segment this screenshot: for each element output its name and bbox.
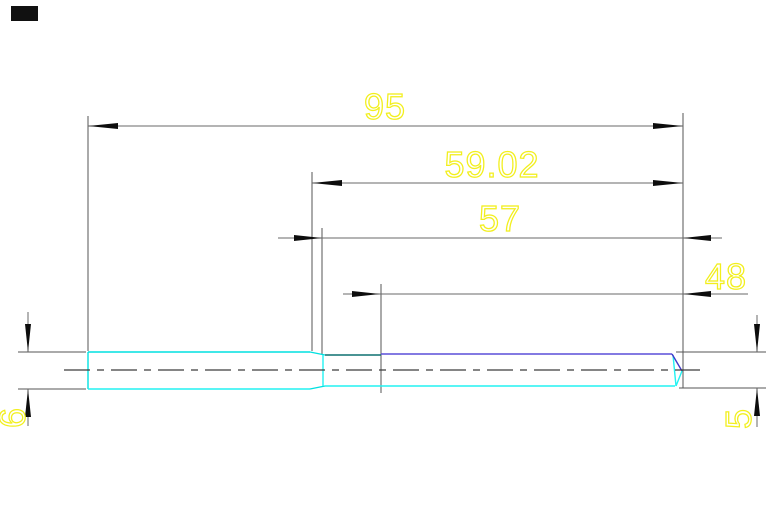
dim-48-arrow-left [352,291,380,297]
dim-48-arrow-right [683,291,711,297]
extension-lines [18,113,766,393]
dimension-5[interactable]: 5 [717,315,760,430]
dim-5-arrow-down [754,324,760,352]
dim-6-text[interactable]: 6 [0,406,34,428]
shaft-step-chamfer-top [309,351,326,356]
dim-48-text[interactable]: 48 [704,255,747,297]
dim-5-text[interactable]: 5 [717,407,759,429]
shaft-outline[interactable] [87,351,683,390]
shaft-end-face [672,354,677,387]
dimension-57[interactable]: 57 [278,197,722,241]
dimension-59-02[interactable]: 59.02 [312,143,683,186]
dim-95-arrow-left [88,123,118,129]
dim-95-arrow-right [653,123,683,129]
dim-6-arrow-up [25,389,31,417]
dim-6-arrow-down [25,324,31,352]
dim-95-text[interactable]: 95 [363,85,406,127]
dim-5-arrow-up [754,388,760,416]
dimension-6[interactable]: 6 [0,312,34,429]
cursor-block [11,6,38,21]
shaft-cone-bottom-edge [675,370,683,387]
dim-57-arrow-right [683,235,711,241]
dim-5902-arrow-left [312,180,342,186]
shaft-cone-top-edge [671,353,683,372]
dim-5902-text[interactable]: 59.02 [444,143,539,185]
shaft-step-chamfer-bottom [309,385,326,390]
dim-57-arrow-left [294,235,322,241]
dimension-48[interactable]: 48 [343,255,748,298]
dimension-95[interactable]: 95 [88,85,683,129]
dim-57-text[interactable]: 57 [478,197,521,239]
dim-5902-arrow-right [653,180,683,186]
